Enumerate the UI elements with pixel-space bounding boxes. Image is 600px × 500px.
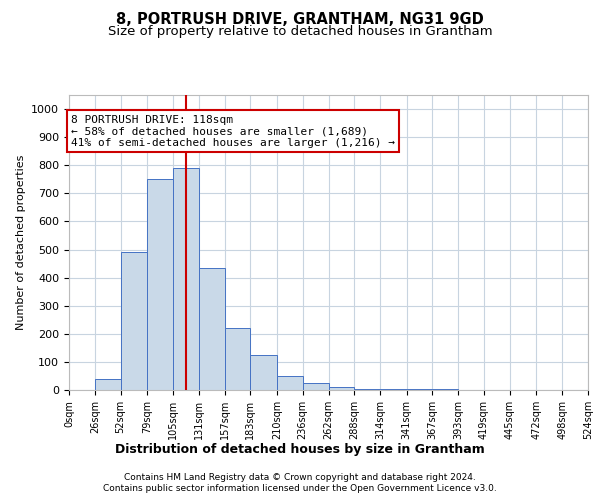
- Bar: [354, 388, 380, 390]
- Bar: [199, 268, 224, 390]
- Bar: [250, 355, 277, 390]
- Bar: [121, 252, 147, 390]
- Text: Contains public sector information licensed under the Open Government Licence v3: Contains public sector information licen…: [103, 484, 497, 493]
- Text: 8, PORTRUSH DRIVE, GRANTHAM, NG31 9GD: 8, PORTRUSH DRIVE, GRANTHAM, NG31 9GD: [116, 12, 484, 28]
- Bar: [224, 328, 250, 390]
- Text: 8 PORTRUSH DRIVE: 118sqm
← 58% of detached houses are smaller (1,689)
41% of sem: 8 PORTRUSH DRIVE: 118sqm ← 58% of detach…: [71, 114, 395, 148]
- Bar: [277, 376, 303, 390]
- Bar: [329, 387, 354, 390]
- Y-axis label: Number of detached properties: Number of detached properties: [16, 155, 26, 330]
- Bar: [380, 389, 407, 390]
- Text: Distribution of detached houses by size in Grantham: Distribution of detached houses by size …: [115, 442, 485, 456]
- Bar: [95, 379, 121, 390]
- Bar: [147, 180, 173, 390]
- Bar: [173, 168, 199, 390]
- Text: Size of property relative to detached houses in Grantham: Size of property relative to detached ho…: [107, 25, 493, 38]
- Text: Contains HM Land Registry data © Crown copyright and database right 2024.: Contains HM Land Registry data © Crown c…: [124, 472, 476, 482]
- Bar: [303, 383, 329, 390]
